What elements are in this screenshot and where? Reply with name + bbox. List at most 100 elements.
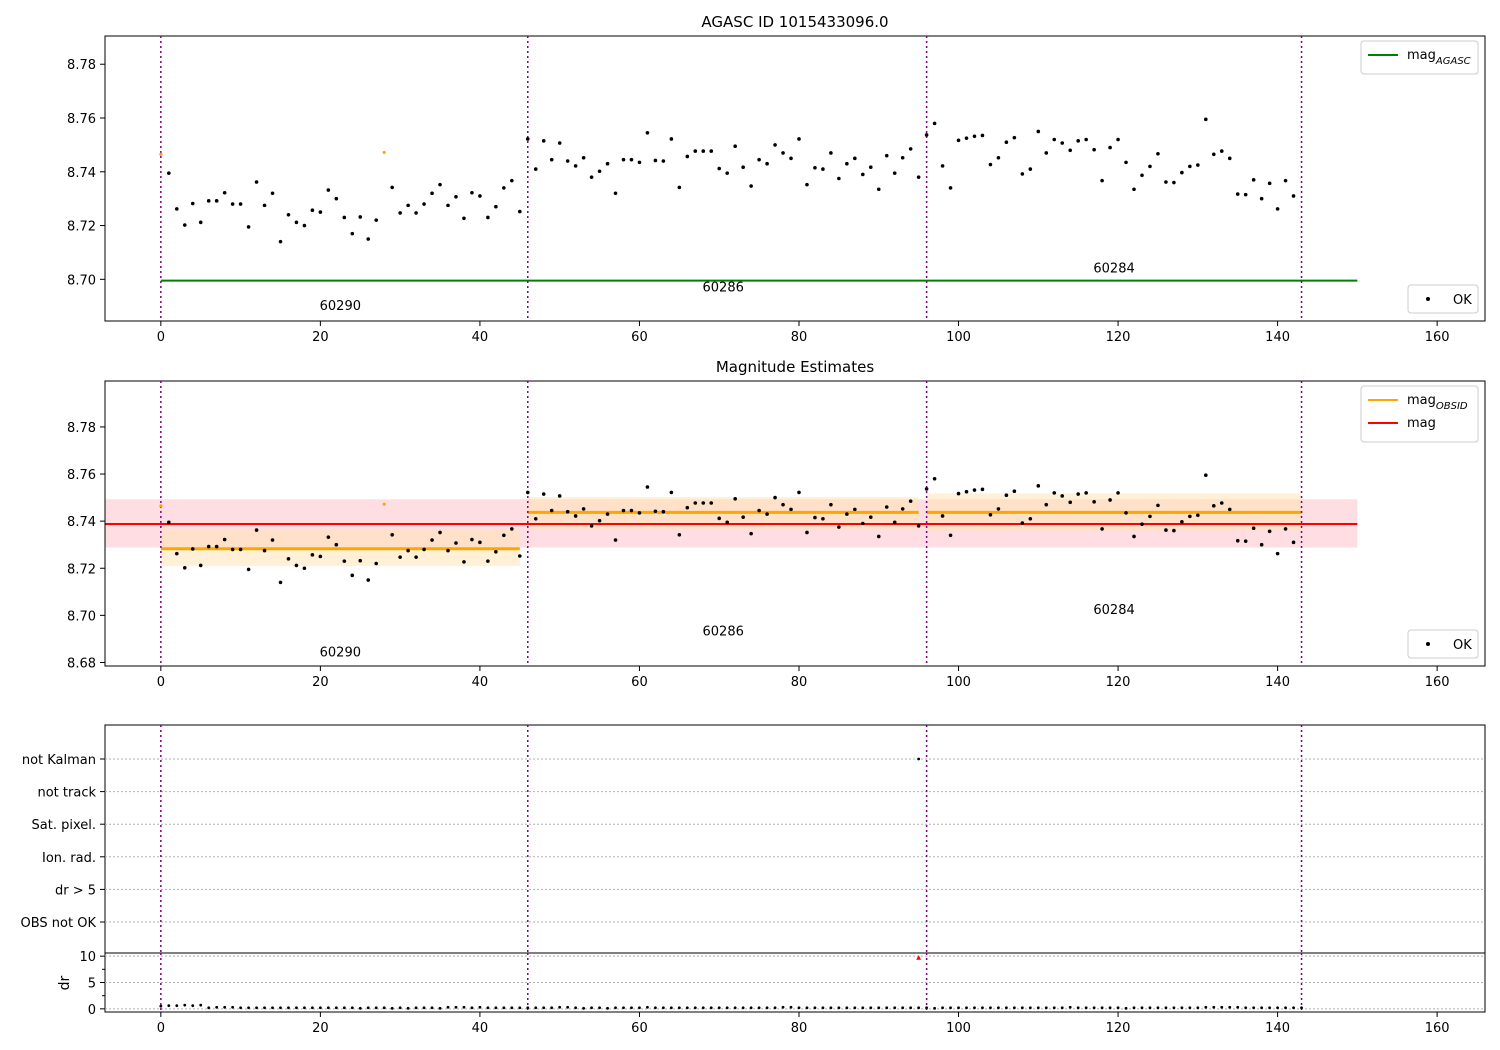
data-point xyxy=(517,209,522,214)
dr-point xyxy=(1132,1006,1136,1010)
data-point xyxy=(1196,513,1200,518)
data-point xyxy=(773,143,777,147)
data-point xyxy=(230,202,235,206)
data-point xyxy=(868,165,873,170)
data-point xyxy=(366,578,371,582)
data-point xyxy=(1251,526,1256,531)
dr-point xyxy=(1292,1006,1295,1010)
legend: magAGASC xyxy=(1360,40,1479,75)
data-point xyxy=(1164,180,1168,184)
dr-point xyxy=(223,1005,227,1009)
data-point xyxy=(406,548,410,553)
dr-point xyxy=(646,1005,649,1009)
dr-point xyxy=(295,1006,298,1010)
data-point xyxy=(1211,152,1216,157)
data-point xyxy=(693,149,698,153)
data-point xyxy=(462,216,466,221)
data-point xyxy=(557,494,562,498)
flag-category-label: not track xyxy=(37,786,96,801)
panel-agasc-magnitude: 0 20 40 60 80 100 120 140 160 8.70 8.72 8.74 8.76 8.7… xyxy=(67,35,1486,345)
x-tick-label: 0 xyxy=(157,675,165,690)
dr-point xyxy=(446,1005,450,1009)
data-point xyxy=(749,184,753,188)
dr-point xyxy=(526,1006,530,1010)
legend-subscript: AGASC xyxy=(1435,56,1471,67)
flag-category-label: Sat. pixel. xyxy=(32,818,96,833)
ok-legend: OK xyxy=(1407,629,1479,659)
dr-point xyxy=(973,1006,976,1010)
dr-point xyxy=(494,1006,498,1010)
data-point xyxy=(980,487,985,492)
obsid-label: 60284 xyxy=(1093,603,1134,618)
dr-point xyxy=(462,1005,466,1009)
dr-point xyxy=(821,1006,825,1010)
dr-point xyxy=(638,1006,641,1010)
flag-category-label: dr > 5 xyxy=(55,883,96,898)
data-point xyxy=(693,501,698,505)
panel2-title: Magnitude Estimates xyxy=(716,358,874,376)
x-tick-label: 140 xyxy=(1265,675,1290,690)
dr-point xyxy=(263,1006,266,1010)
data-point xyxy=(996,155,1001,160)
data-point xyxy=(701,149,706,153)
data-point xyxy=(1180,170,1184,175)
dr-point xyxy=(845,1006,849,1010)
data-point xyxy=(1076,492,1080,496)
panel1-title: AGASC ID 1015433096.0 xyxy=(701,13,888,31)
dr-point xyxy=(1060,1006,1064,1010)
data-point xyxy=(1259,542,1264,547)
x-tick-label: 60 xyxy=(631,330,648,345)
data-point xyxy=(334,196,339,201)
data-point xyxy=(1196,163,1200,167)
data-point xyxy=(262,203,267,208)
dr-point xyxy=(1084,1006,1088,1010)
data-point xyxy=(1259,196,1264,201)
data-point xyxy=(1124,511,1128,515)
dr-point xyxy=(207,1006,211,1010)
x-tick-label: 40 xyxy=(472,330,489,345)
dr-point xyxy=(1004,1006,1008,1010)
data-point xyxy=(924,133,929,137)
data-point xyxy=(557,141,562,145)
ok-legend: OK xyxy=(1407,284,1479,314)
data-point xyxy=(813,515,817,520)
data-point xyxy=(430,191,434,196)
data-point xyxy=(254,180,259,184)
dr-point xyxy=(1236,1005,1240,1009)
dr-point xyxy=(1148,1006,1152,1010)
data-point xyxy=(733,496,737,501)
data-point xyxy=(1235,538,1240,543)
dr-point xyxy=(685,1006,689,1010)
dr-point xyxy=(310,1006,314,1010)
dr-point xyxy=(438,1006,442,1010)
dr-point xyxy=(550,1006,554,1010)
data-point xyxy=(398,555,402,559)
obsid-label: 60286 xyxy=(703,280,744,295)
dr-point xyxy=(853,1006,857,1010)
data-point xyxy=(964,136,969,140)
dr-point xyxy=(454,1005,458,1009)
dr-point xyxy=(279,1006,282,1010)
dr-point xyxy=(1068,1005,1072,1009)
data-point xyxy=(948,533,953,538)
data-point xyxy=(701,501,706,505)
dr-point xyxy=(486,1006,490,1010)
data-point xyxy=(1044,151,1049,155)
y-tick-label: 8.72 xyxy=(67,562,96,577)
dr-point xyxy=(1140,1006,1144,1010)
data-point xyxy=(222,190,227,195)
data-point xyxy=(573,514,578,518)
dr-point xyxy=(358,1006,362,1010)
dr-point xyxy=(255,1006,258,1010)
obsid-label: 60290 xyxy=(320,299,361,314)
dr-point xyxy=(350,1006,354,1010)
data-point xyxy=(182,223,187,227)
data-point xyxy=(382,150,386,155)
data-point xyxy=(980,133,985,138)
data-point xyxy=(270,538,275,542)
data-point xyxy=(494,204,498,209)
data-point xyxy=(1028,167,1033,171)
data-point xyxy=(1227,507,1232,512)
data-point xyxy=(1211,504,1216,508)
data-point xyxy=(1068,500,1073,505)
